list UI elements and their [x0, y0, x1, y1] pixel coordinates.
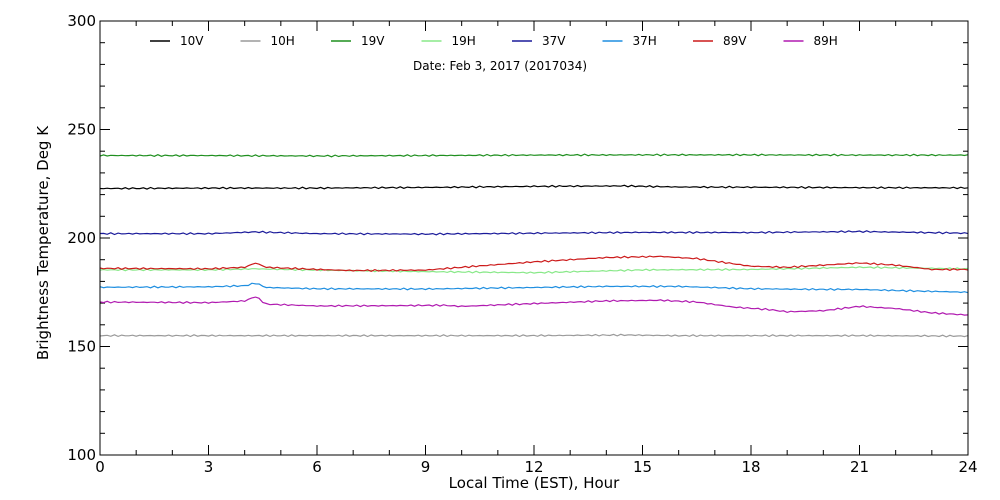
chart-subtitle: Date: Feb 3, 2017 (2017034) [413, 59, 587, 73]
x-tick-label: 12 [524, 458, 543, 476]
legend-label-89v: 89V [723, 34, 747, 48]
tick-labels: 0 3 6 9 12 15 18 21 24 100 150 200 250 300 [67, 12, 977, 476]
x-tick-label: 3 [204, 458, 214, 476]
x-axis-title: Local Time (EST), Hour [449, 474, 620, 492]
axis-ticks [99, 20, 969, 456]
x-tick-label: 18 [741, 458, 760, 476]
series-line-10h [99, 333, 969, 338]
series-lines [99, 153, 969, 338]
series-line-89h [99, 296, 969, 316]
series-line-19h [99, 266, 969, 274]
series-line-37h [99, 282, 969, 294]
legend: 10V 10H 19V 19H 37V 37H 89V 89H [150, 34, 838, 48]
plot-frame [99, 20, 969, 456]
series-line-19v [99, 153, 969, 158]
y-axis-title: Brightness Temperature, Deg K [34, 125, 52, 360]
series-line-89v [99, 255, 969, 272]
y-tick-label: 200 [67, 229, 96, 247]
y-tick-label: 150 [67, 338, 96, 356]
legend-label-37v: 37V [542, 34, 566, 48]
series-line-10v [99, 184, 969, 190]
x-tick-label: 6 [312, 458, 322, 476]
legend-label-10h: 10H [271, 34, 295, 48]
x-tick-label: 24 [958, 458, 977, 476]
legend-label-19v: 19V [361, 34, 385, 48]
x-tick-label: 21 [850, 458, 869, 476]
x-tick-label: 9 [421, 458, 431, 476]
legend-label-89h: 89H [814, 34, 838, 48]
x-tick-label: 0 [95, 458, 105, 476]
legend-label-19h: 19H [452, 34, 476, 48]
y-tick-label: 300 [67, 12, 96, 30]
x-tick-label: 15 [633, 458, 652, 476]
series-line-37v [99, 230, 969, 236]
legend-label-10v: 10V [180, 34, 204, 48]
y-tick-label: 100 [67, 446, 96, 464]
y-tick-label: 250 [67, 121, 96, 139]
legend-label-37h: 37H [633, 34, 657, 48]
